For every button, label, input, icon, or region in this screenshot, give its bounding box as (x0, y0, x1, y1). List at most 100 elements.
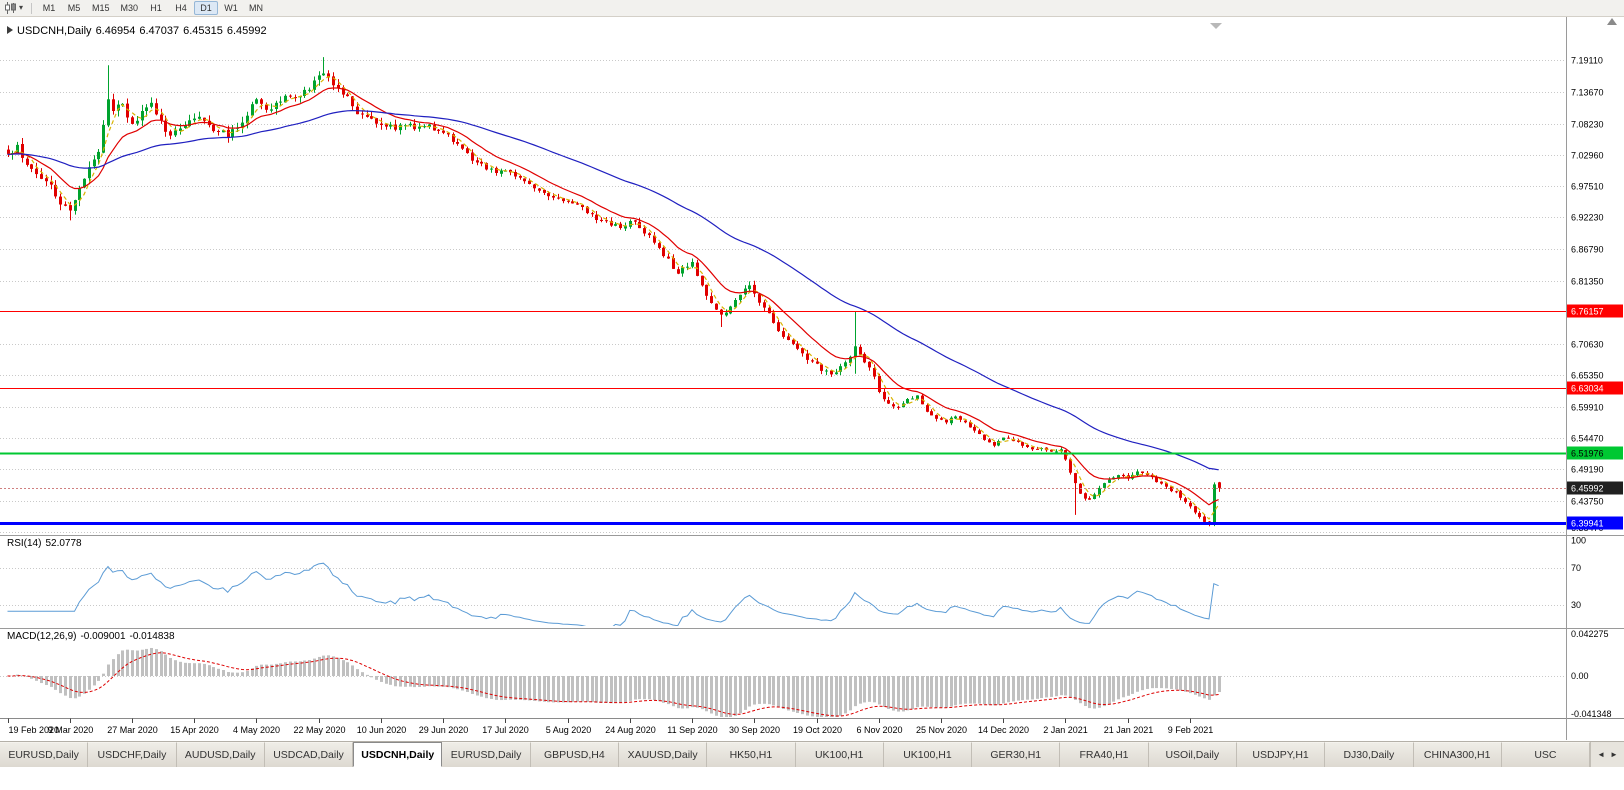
price-scale-label: 6.92230 (1571, 213, 1604, 223)
chart-tab-gbpusd-h4[interactable]: GBPUSD,H4 (530, 742, 619, 767)
timeframe-button-mn[interactable]: MN (249, 3, 264, 13)
price-level-badge-label: 6.76157 (1571, 307, 1604, 317)
ohlc-open: 6.46954 (95, 25, 136, 37)
chart-tab-eurusd-daily[interactable]: EURUSD,Daily (0, 742, 89, 767)
scale-scroll-up-icon[interactable] (1607, 18, 1617, 25)
price-scale-label: 7.02960 (1571, 151, 1604, 161)
price-scale-label: 6.59910 (1571, 403, 1604, 413)
timeframe-buttons: M1 M5 M15 M30 H1 H4 D1 W1 MN (37, 1, 268, 15)
date-label: 27 Mar 2020 (107, 725, 158, 735)
chart-tab-dj30-daily[interactable]: DJ30,Daily (1325, 742, 1414, 767)
pane-separators[interactable] (0, 535, 1624, 629)
price-scale-label: 7.13670 (1571, 88, 1604, 98)
rsi-value: 52.0778 (45, 538, 82, 549)
timeframe-button-w1[interactable]: W1 (224, 3, 238, 13)
price-scale-label: 7.08230 (1571, 120, 1604, 130)
chart-tab-hk50-h1[interactable]: HK50,H1 (707, 742, 796, 767)
chart-tab-uk100-h1[interactable]: UK100,H1 (883, 742, 973, 767)
price-scale-label: 6.49190 (1571, 465, 1604, 475)
chart-tab-usdjpy-h1[interactable]: USDJPY,H1 (1236, 742, 1326, 767)
price-level-badge (1567, 304, 1623, 318)
price-scale-label: 6.43750 (1571, 497, 1604, 507)
date-label: 24 Aug 2020 (605, 725, 656, 735)
timeframe-button-h1[interactable]: H1 (150, 3, 162, 13)
rsi-pane (0, 562, 1566, 626)
chart-type-icon[interactable] (4, 2, 17, 14)
chart-type-caret-icon[interactable]: ▾ (19, 3, 24, 12)
date-label: 2 Jan 2021 (1043, 725, 1088, 735)
chart-tab-uk100-h1[interactable]: UK100,H1 (795, 742, 884, 767)
chart-tab-usoil-daily[interactable]: USOil,Daily (1148, 742, 1237, 767)
timeframe-button-m1[interactable]: M1 (42, 3, 56, 13)
macd-scale-label: 0.00 (1571, 671, 1589, 681)
chart-tab-ger30-h1[interactable]: GER30,H1 (972, 742, 1061, 767)
rsi-indicator-label: RSI(14) 52.0778 (7, 538, 86, 549)
date-label: 15 Apr 2020 (170, 725, 219, 735)
macd-pane (0, 647, 1566, 717)
chart-tab-china300-h1[interactable]: CHINA300,H1 (1413, 742, 1502, 767)
chart-tab-usdcad-daily[interactable]: USDCAD,Daily (264, 742, 354, 767)
one-click-trading-toggle-icon[interactable] (7, 26, 13, 34)
timeframe-button-d1[interactable]: D1 (194, 1, 219, 15)
tabs-scroll-left-icon[interactable]: ◄ (1597, 750, 1605, 759)
date-label: 19 Feb 2020 (9, 725, 60, 735)
date-label: 9 Feb 2021 (1168, 725, 1214, 735)
timeframe-button-h4[interactable]: H4 (175, 3, 187, 13)
price-level-badge-label: 6.51976 (1571, 449, 1604, 459)
rsi-line (7, 562, 1219, 626)
moving-average-4 (7, 76, 1220, 520)
date-label: 5 Aug 2020 (546, 725, 592, 735)
date-label: 25 Nov 2020 (916, 725, 967, 735)
timeframe-button-m30[interactable]: M30 (120, 3, 139, 13)
chart-tab-bar: EURUSD,Daily USDCHF,Daily AUDUSD,Daily USDC… (0, 741, 1624, 767)
macd-indicator-label: MACD(12,26,9) -0.009001 -0.014838 (7, 631, 179, 642)
price-level-badge-label: 6.63034 (1571, 384, 1604, 394)
date-label: 10 Jun 2020 (357, 725, 407, 735)
ohlc-close: 6.45992 (226, 25, 267, 37)
chart-tab-xauusd-daily[interactable]: XAUUSD,Daily (618, 742, 708, 767)
price-level-badge (1567, 381, 1623, 395)
price-scale-label: 6.65350 (1571, 371, 1604, 381)
price-scale-label: 6.97510 (1571, 182, 1604, 192)
ohlc-high: 6.47037 (139, 25, 180, 37)
price-level-badge-label: 6.39941 (1571, 519, 1604, 529)
macd-signal-line (7, 652, 1219, 717)
chart-tab-usdcnh-daily[interactable]: USDCNH,Daily (353, 742, 443, 767)
macd-main-value: -0.009001 (80, 631, 126, 642)
price-level-badge (1567, 516, 1623, 530)
timeframe-button-m5[interactable]: M5 (67, 3, 81, 13)
chart-symbol-period: USDCNH,Daily (17, 25, 92, 37)
ohlc-low: 6.45315 (183, 25, 223, 37)
date-label: 19 Oct 2020 (793, 725, 842, 735)
chart-tab-fra40-h1[interactable]: FRA40,H1 (1060, 742, 1149, 767)
date-label: 30 Sep 2020 (729, 725, 780, 735)
chart-ohlc-readout: USDCNH,Daily 6.46954 6.47037 6.45315 6.45992 (7, 25, 271, 37)
price-scale-label: 6.54470 (1571, 434, 1604, 444)
date-label: 6 Nov 2020 (856, 725, 902, 735)
chart-tab-usdchf-daily[interactable]: USDCHF,Daily (88, 742, 177, 767)
macd-scale-label: 0.042275 (1571, 629, 1609, 639)
chart-tab-usc[interactable]: USC (1501, 742, 1591, 767)
date-label: 11 Sep 2020 (667, 725, 717, 735)
chart-shift-marker-icon[interactable] (1210, 23, 1222, 29)
tabs-scroll-right-icon[interactable]: ► (1610, 750, 1618, 759)
macd-signal-value: -0.014838 (129, 631, 175, 642)
rsi-scale-label: 70 (1571, 563, 1581, 573)
current-price-badge-label: 6.45992 (1571, 484, 1604, 494)
horizontal-level-lines[interactable] (0, 311, 1566, 525)
date-label: 14 Dec 2020 (978, 725, 1029, 735)
moving-average-lines (7, 76, 1220, 520)
timeframe-toolbar: ▾ M1 M5 M15 M30 H1 H4 D1 W1 MN (0, 0, 1624, 17)
price-scale[interactable]: 7.19110 7.13670 7.08230 7.02960 6.97510 6.922… (1566, 17, 1624, 740)
macd-scale-label: -0.041348 (1571, 709, 1612, 719)
date-label: 9 Mar 2020 (48, 725, 94, 735)
price-scale-label: 7.19110 (1571, 56, 1603, 66)
chart-tab-eurusd-daily[interactable]: EURUSD,Daily (442, 742, 531, 767)
price-scale-label: 6.86790 (1571, 245, 1604, 255)
timeframe-button-m15[interactable]: M15 (92, 3, 110, 13)
chart-tab-audusd-daily[interactable]: AUDUSD,Daily (176, 742, 265, 767)
candlestick-series (7, 57, 1221, 527)
date-label: 4 May 2020 (233, 725, 280, 735)
